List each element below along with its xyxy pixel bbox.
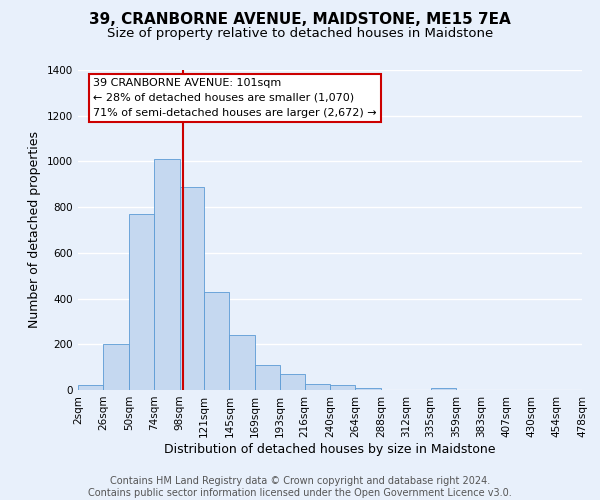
Text: 39 CRANBORNE AVENUE: 101sqm
← 28% of detached houses are smaller (1,070)
71% of : 39 CRANBORNE AVENUE: 101sqm ← 28% of det… [93, 78, 377, 118]
Text: 39, CRANBORNE AVENUE, MAIDSTONE, ME15 7EA: 39, CRANBORNE AVENUE, MAIDSTONE, ME15 7E… [89, 12, 511, 28]
Bar [255, 365, 280, 390]
X-axis label: Distribution of detached houses by size in Maidstone: Distribution of detached houses by size … [164, 442, 496, 456]
Bar [229, 335, 255, 390]
Bar [129, 214, 154, 390]
Bar [154, 159, 179, 390]
Text: Size of property relative to detached houses in Maidstone: Size of property relative to detached ho… [107, 28, 493, 40]
Text: Contains HM Land Registry data © Crown copyright and database right 2024.
Contai: Contains HM Land Registry data © Crown c… [88, 476, 512, 498]
Bar [280, 374, 305, 390]
Y-axis label: Number of detached properties: Number of detached properties [28, 132, 41, 328]
Bar [179, 186, 204, 390]
Bar [330, 386, 355, 390]
Bar [103, 344, 129, 390]
Bar [431, 388, 456, 390]
Bar [78, 386, 103, 390]
Bar [204, 292, 229, 390]
Bar [355, 388, 381, 390]
Bar [305, 384, 330, 390]
